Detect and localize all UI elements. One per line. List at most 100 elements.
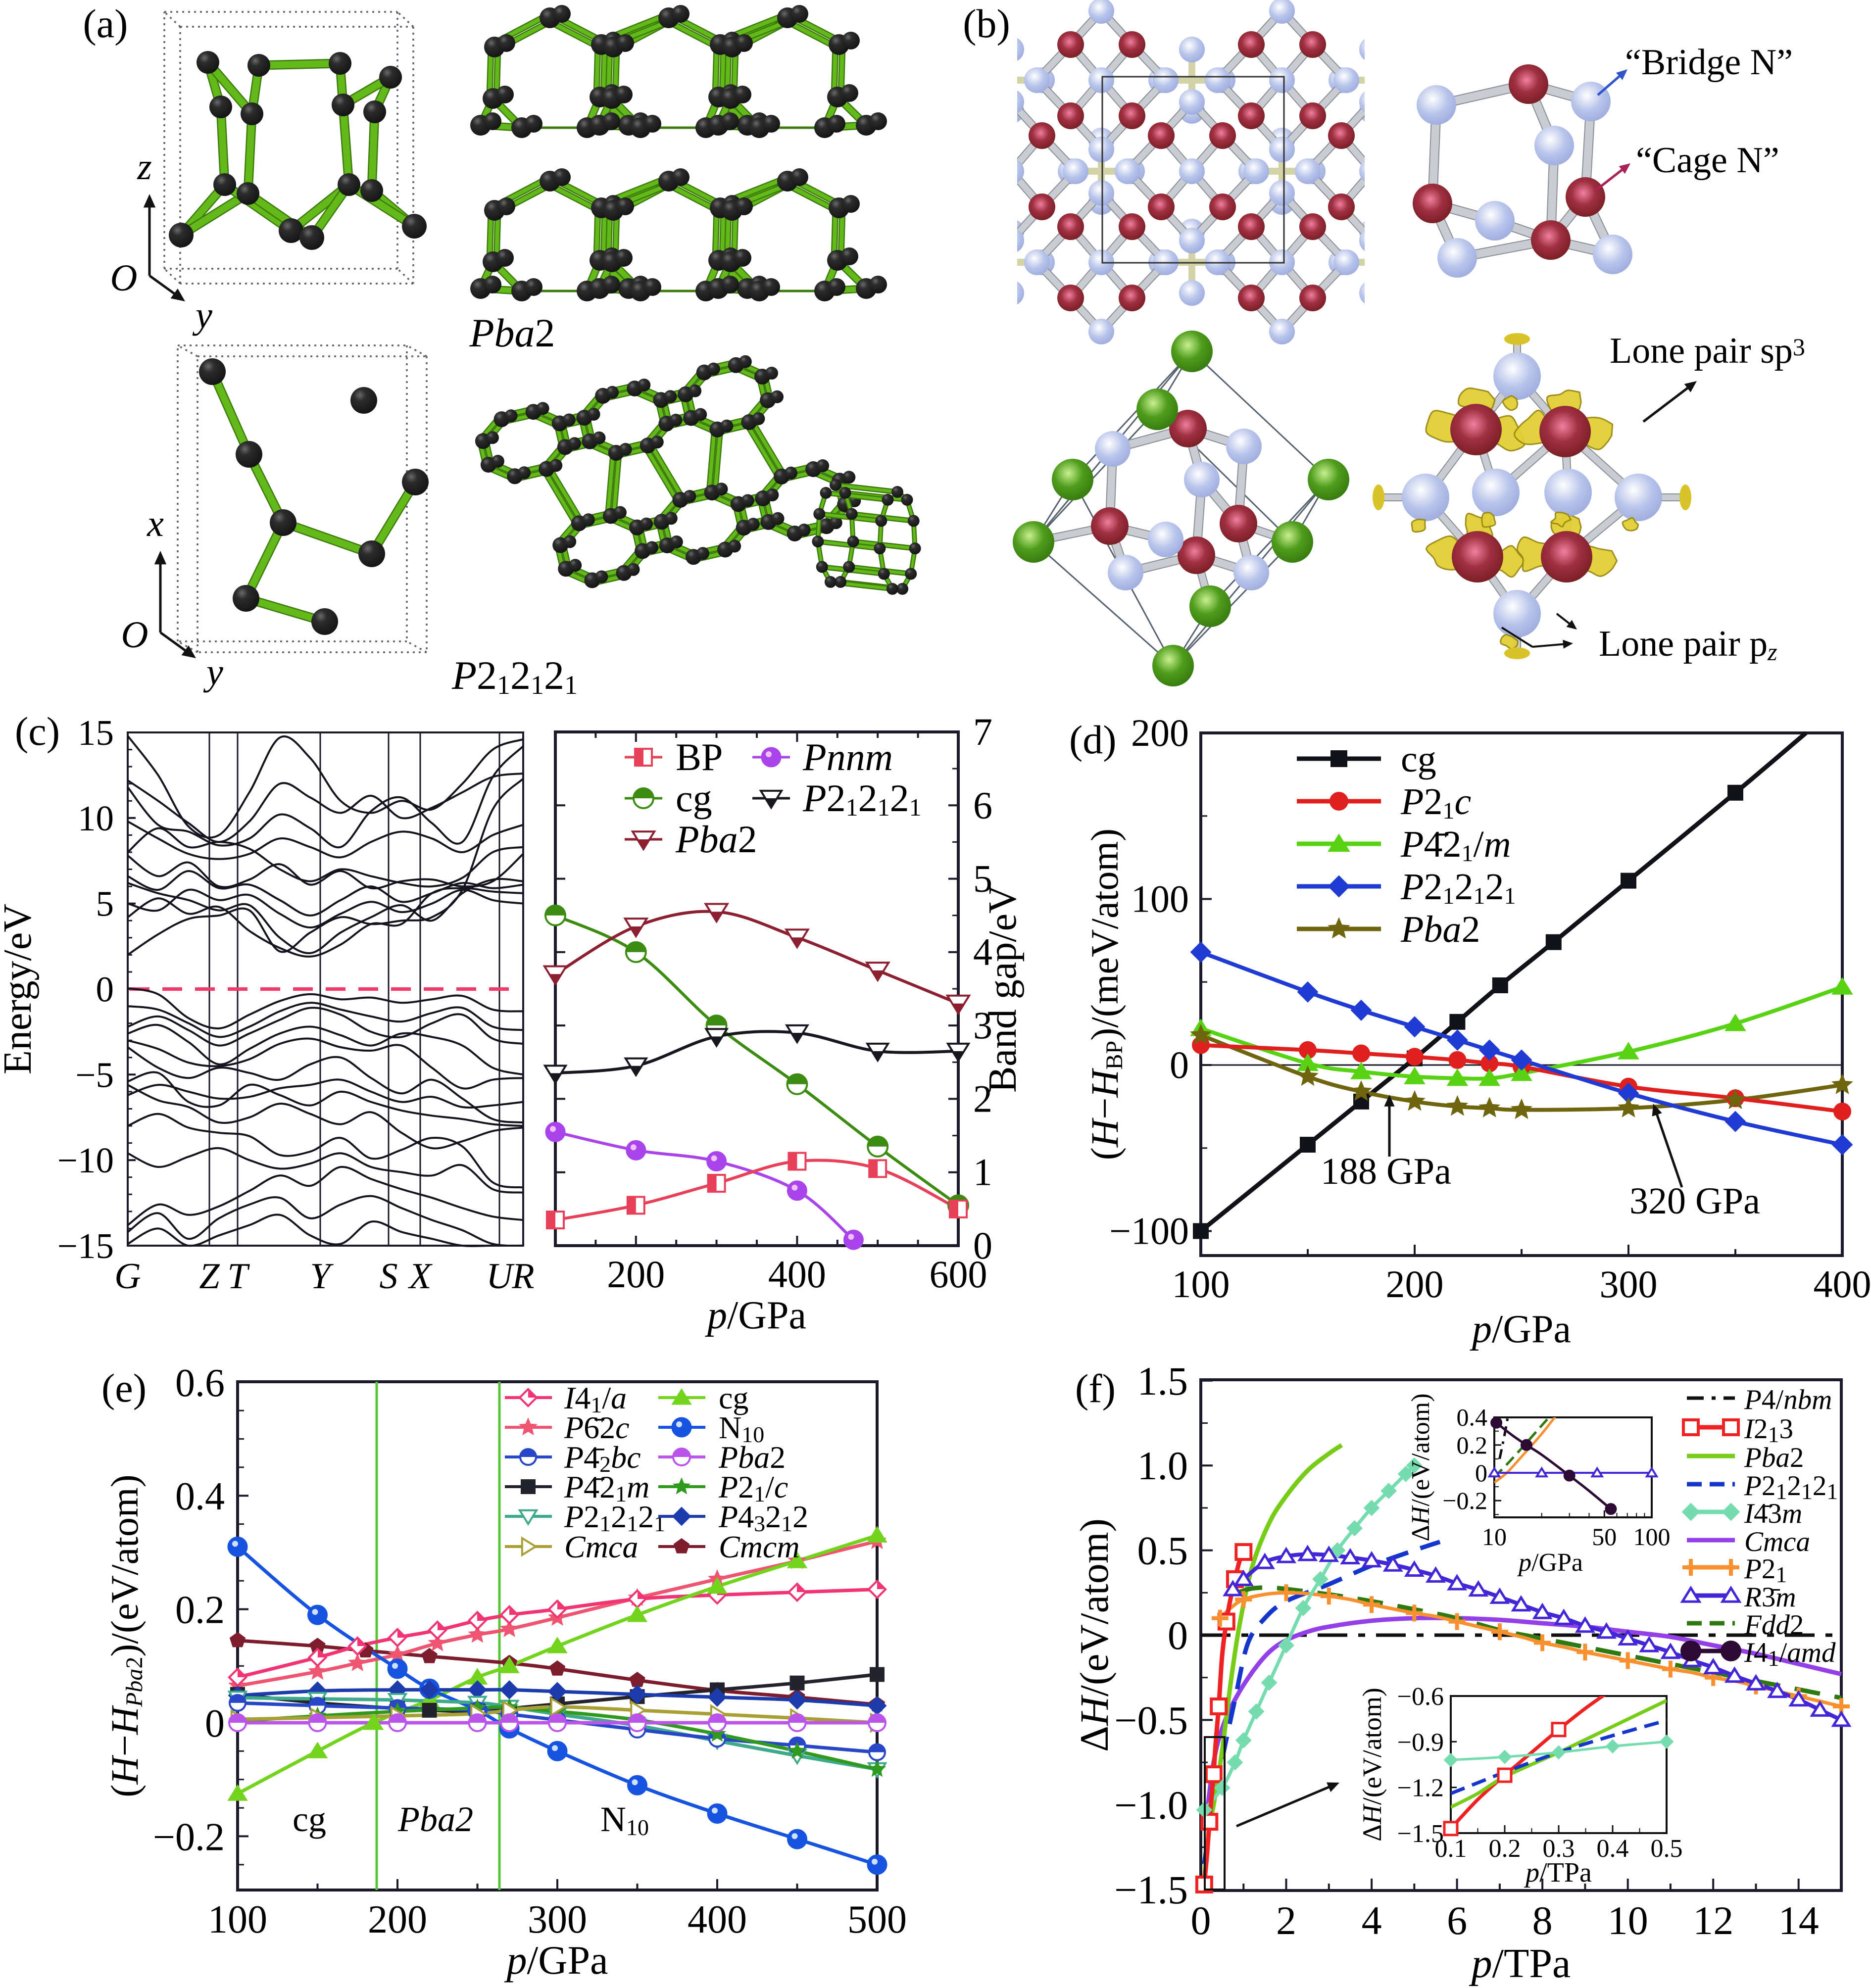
svg-text:100: 100 <box>208 1898 267 1941</box>
svg-text:Lone pair pz: Lone pair pz <box>1599 624 1777 666</box>
svg-text:Pba2: Pba2 <box>1744 1442 1804 1473</box>
svg-text:P212121: P212121 <box>451 653 578 700</box>
svg-text:8: 8 <box>1532 1898 1553 1943</box>
svg-text:300: 300 <box>1600 1262 1658 1306</box>
svg-text:−0.2: −0.2 <box>1442 1487 1487 1514</box>
svg-text:P212121: P212121 <box>1400 866 1516 909</box>
svg-text:Lone pair sp3: Lone pair sp3 <box>1610 331 1805 371</box>
svg-text:−1.5: −1.5 <box>1397 1820 1444 1848</box>
svg-text:−15: −15 <box>57 1226 114 1266</box>
svg-text:0: 0 <box>1170 1043 1189 1086</box>
svg-text:R3̄m: R3̄m <box>1744 1582 1796 1613</box>
svg-text:−1.5: −1.5 <box>1114 1867 1188 1912</box>
svg-text:ΔH/(eV/atom): ΔH/(eV/atom) <box>1072 1518 1117 1752</box>
svg-text:0: 0 <box>1168 1613 1188 1658</box>
svg-text:U: U <box>486 1256 515 1297</box>
svg-text:15: 15 <box>78 713 114 753</box>
svg-text:600: 600 <box>930 1253 987 1296</box>
svg-text:p/GPa: p/GPa <box>504 1938 608 1983</box>
svg-text:188 GPa: 188 GPa <box>1321 1151 1451 1192</box>
svg-text:10: 10 <box>78 798 114 838</box>
svg-text:Pba2: Pba2 <box>1400 909 1480 950</box>
svg-text:cg: cg <box>1401 738 1436 780</box>
svg-text:14: 14 <box>1778 1898 1819 1943</box>
svg-text:O: O <box>110 257 138 299</box>
svg-text:0: 0 <box>1191 1898 1211 1943</box>
svg-text:0.6: 0.6 <box>175 1361 225 1405</box>
svg-text:2: 2 <box>973 1077 992 1120</box>
svg-text:P212121: P212121 <box>1744 1470 1838 1504</box>
svg-text:Z: Z <box>199 1256 220 1297</box>
svg-text:I41/amd: I41/amd <box>1744 1637 1836 1671</box>
svg-text:(H−HBP)/(meV/atom): (H−HBP)/(meV/atom) <box>1083 828 1128 1160</box>
svg-text:200: 200 <box>368 1898 427 1941</box>
svg-text:200: 200 <box>1131 711 1189 754</box>
svg-text:300: 300 <box>528 1898 587 1941</box>
svg-text:N10: N10 <box>600 1799 649 1840</box>
svg-text:4: 4 <box>973 930 992 973</box>
svg-text:−10: −10 <box>57 1140 114 1180</box>
svg-text:T: T <box>227 1256 250 1297</box>
svg-text:10: 10 <box>1608 1898 1648 1943</box>
svg-text:(H−HPba2)/(eV/atom): (H−HPba2)/(eV/atom) <box>103 1474 148 1797</box>
svg-text:Y: Y <box>310 1256 334 1297</box>
svg-text:200: 200 <box>607 1253 665 1296</box>
svg-text:0.3: 0.3 <box>1543 1835 1575 1863</box>
svg-text:320 GPa: 320 GPa <box>1629 1180 1760 1222</box>
svg-text:0: 0 <box>973 1224 992 1267</box>
svg-text:12: 12 <box>1693 1898 1733 1943</box>
svg-text:ΔH/(eV/atom): ΔH/(eV/atom) <box>1407 1393 1435 1541</box>
svg-text:Pba2: Pba2 <box>675 818 757 861</box>
svg-text:(e): (e) <box>101 1365 147 1410</box>
svg-text:−0.9: −0.9 <box>1397 1728 1444 1756</box>
svg-text:p/GPa: p/GPa <box>1517 1549 1583 1577</box>
svg-text:5: 5 <box>96 884 114 924</box>
svg-text:0.4: 0.4 <box>1457 1404 1488 1431</box>
svg-text:cg: cg <box>293 1799 326 1839</box>
svg-text:0.2: 0.2 <box>1489 1835 1521 1863</box>
svg-text:R: R <box>511 1256 534 1297</box>
svg-text:y: y <box>203 651 223 693</box>
svg-text:−0.2: −0.2 <box>153 1815 225 1859</box>
svg-text:Fdd2: Fdd2 <box>1744 1609 1804 1641</box>
svg-text:4: 4 <box>1362 1898 1382 1943</box>
svg-text:(b): (b) <box>963 1 1010 46</box>
svg-text:“Cage N”: “Cage N” <box>1636 140 1779 181</box>
svg-text:“Bridge N”: “Bridge N” <box>1625 42 1793 83</box>
svg-text:Cmca: Cmca <box>564 1529 638 1564</box>
svg-text:400: 400 <box>688 1898 747 1941</box>
svg-text:(a): (a) <box>83 1 128 46</box>
svg-text:2: 2 <box>1276 1898 1296 1943</box>
svg-text:I4̄3m: I4̄3m <box>1744 1498 1802 1529</box>
svg-text:z: z <box>137 146 152 188</box>
svg-text:−1.0: −1.0 <box>1114 1783 1188 1828</box>
svg-text:0.2: 0.2 <box>1457 1431 1488 1459</box>
svg-text:0.4: 0.4 <box>1597 1835 1629 1863</box>
svg-text:0.4: 0.4 <box>175 1475 225 1518</box>
svg-text:P212121: P212121 <box>802 776 922 821</box>
svg-text:Pba2: Pba2 <box>718 1440 786 1475</box>
svg-text:0.5: 0.5 <box>1651 1835 1683 1863</box>
svg-text:cg: cg <box>719 1380 748 1415</box>
svg-text:y: y <box>192 294 212 336</box>
svg-text:p/GPa: p/GPa <box>1470 1308 1571 1351</box>
svg-text:Energy/eV: Energy/eV <box>0 904 40 1074</box>
svg-text:P21/c: P21/c <box>718 1469 788 1506</box>
svg-text:N10: N10 <box>719 1410 764 1447</box>
svg-text:−0.5: −0.5 <box>1114 1697 1188 1743</box>
svg-text:P21c: P21c <box>1400 781 1471 824</box>
svg-text:0: 0 <box>205 1702 225 1746</box>
svg-text:500: 500 <box>847 1898 907 1941</box>
svg-text:Cmca: Cmca <box>1744 1526 1810 1557</box>
svg-text:400: 400 <box>1814 1262 1871 1306</box>
svg-text:ΔH/(eV/atom): ΔH/(eV/atom) <box>1357 1688 1387 1842</box>
svg-text:5: 5 <box>973 857 992 900</box>
svg-text:cg: cg <box>676 776 712 820</box>
svg-text:(c): (c) <box>15 709 60 754</box>
svg-text:p/GPa: p/GPa <box>705 1294 806 1337</box>
svg-text:−1.2: −1.2 <box>1397 1774 1444 1802</box>
svg-text:P4̄21/m: P4̄21/m <box>1400 824 1511 867</box>
svg-text:S: S <box>380 1256 398 1297</box>
svg-text:0.1: 0.1 <box>1435 1835 1467 1863</box>
svg-text:Cmcm: Cmcm <box>719 1529 800 1564</box>
